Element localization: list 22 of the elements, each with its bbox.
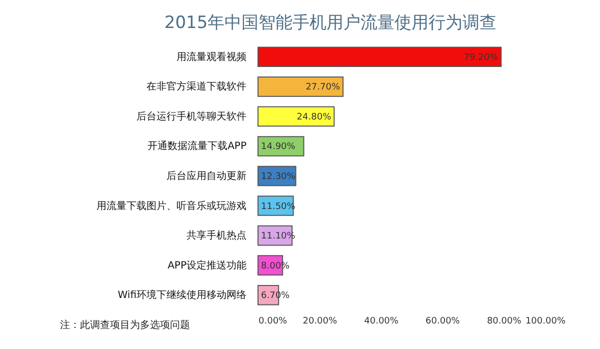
text: 注：此调查项目为多选项问题 [60, 318, 190, 332]
x-tick-label: 20.00% [302, 316, 338, 326]
data-label: 24.80% [296, 112, 332, 122]
y-tick-label: 后台运行手机等聊天软件 [136, 110, 246, 122]
x-tick-label: 80.00% [486, 316, 522, 326]
y-tick-label: 后台应用自动更新 [166, 170, 246, 182]
y-tick-label: 用流量观看视频 [176, 50, 246, 63]
y-tick-label: 开通数据流量下载APP [148, 140, 246, 152]
data-label: 14.90% [261, 142, 296, 152]
chart-title: 2015年中国智能手机用户流量使用行为调查 [164, 13, 497, 33]
y-tick-label: 共享手机热点 [186, 230, 246, 242]
x-tick-label: 40.00% [364, 316, 399, 326]
x-tick-label: 100.00% [525, 316, 566, 326]
data-label: 27.70% [306, 82, 340, 93]
y-tick-label: Wifi环境下继续使用移动网络 [118, 289, 246, 302]
x-tick-label: 60.00% [426, 316, 460, 326]
data-label: 12.30% [261, 172, 296, 182]
y-tick-label: APP设定推送功能 [168, 259, 246, 272]
data-label: 79.20% [464, 52, 499, 63]
y-tick-label: 用流量下载图片、听音乐或玩游戏 [96, 200, 246, 212]
x-tick-label: 0.00% [258, 316, 288, 326]
y-tick-label: 在非官方渠道下载软件 [146, 80, 246, 93]
